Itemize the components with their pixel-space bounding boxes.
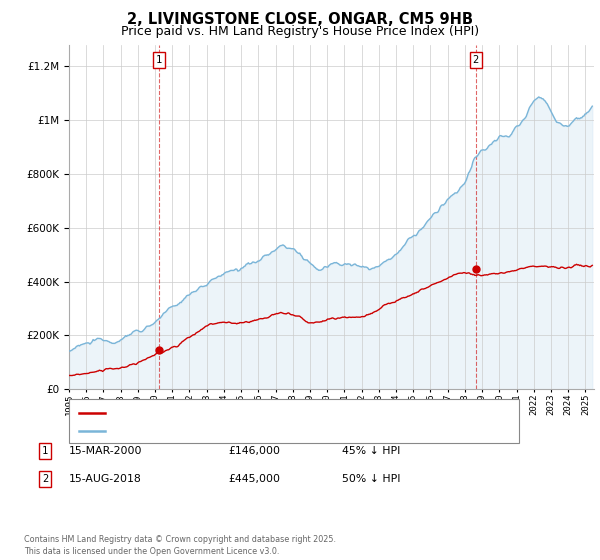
Text: HPI: Average price, detached house, Epping Forest: HPI: Average price, detached house, Eppi… [109, 426, 362, 436]
Text: 2, LIVINGSTONE CLOSE, ONGAR, CM5 9HB: 2, LIVINGSTONE CLOSE, ONGAR, CM5 9HB [127, 12, 473, 27]
Text: £445,000: £445,000 [228, 474, 280, 484]
Text: 15-MAR-2000: 15-MAR-2000 [69, 446, 143, 456]
Text: Contains HM Land Registry data © Crown copyright and database right 2025.
This d: Contains HM Land Registry data © Crown c… [24, 535, 336, 556]
Text: 45% ↓ HPI: 45% ↓ HPI [342, 446, 400, 456]
Text: 1: 1 [42, 446, 48, 456]
Text: 50% ↓ HPI: 50% ↓ HPI [342, 474, 401, 484]
Text: 15-AUG-2018: 15-AUG-2018 [69, 474, 142, 484]
Text: 2: 2 [472, 55, 479, 66]
Text: Price paid vs. HM Land Registry's House Price Index (HPI): Price paid vs. HM Land Registry's House … [121, 25, 479, 38]
Text: 1: 1 [155, 55, 162, 66]
Text: 2, LIVINGSTONE CLOSE, ONGAR, CM5 9HB (detached house): 2, LIVINGSTONE CLOSE, ONGAR, CM5 9HB (de… [109, 408, 410, 418]
Text: 2: 2 [42, 474, 48, 484]
Text: £146,000: £146,000 [228, 446, 280, 456]
